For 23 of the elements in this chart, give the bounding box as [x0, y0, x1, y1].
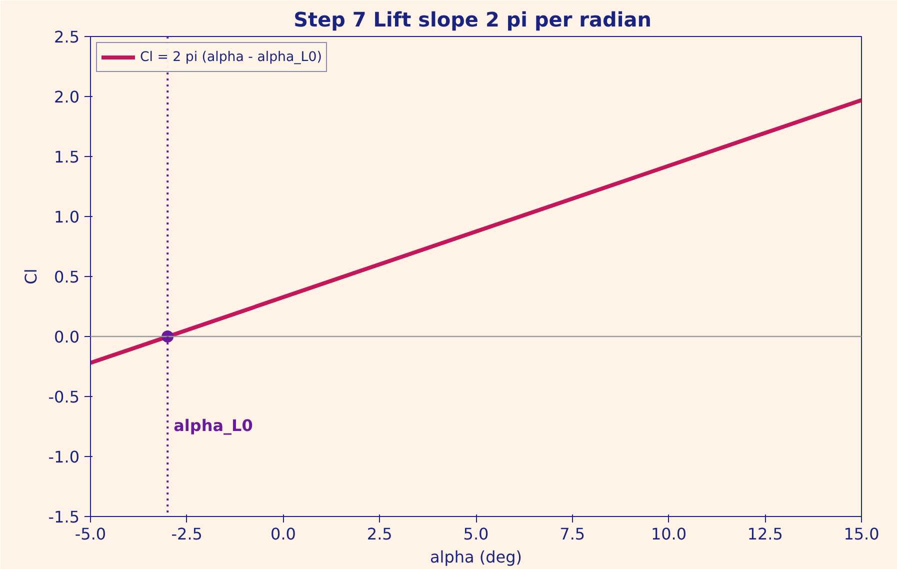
y-axis-title: Cl — [21, 268, 40, 284]
x-tick-label: 10.0 — [650, 524, 687, 544]
x-tick-label: 0.0 — [270, 524, 296, 544]
y-tick-label: -1.5 — [48, 508, 80, 526]
y-tick-label: -0.5 — [48, 388, 80, 406]
ref-line-label: alpha_L0 — [174, 416, 253, 435]
x-tick-label: 2.5 — [366, 524, 392, 544]
y-tick-label: 2.5 — [54, 28, 80, 46]
x-tick-label: -5.0 — [74, 524, 106, 544]
y-tick-label: 0.5 — [54, 268, 80, 286]
x-tick-label: 12.5 — [747, 524, 783, 544]
x-tick-label: -2.5 — [171, 524, 202, 544]
chart-title: Step 7 Lift slope 2 pi per radian — [294, 8, 652, 32]
x-tick-label: 5.0 — [463, 524, 489, 544]
y-tick-label: 0.0 — [54, 328, 80, 346]
x-axis-title: alpha (deg) — [430, 548, 522, 566]
x-tick-label: 7.5 — [560, 524, 586, 544]
y-tick-label: -1.0 — [48, 448, 80, 466]
y-tick-label: 1.5 — [54, 148, 80, 166]
y-tick-label: 2.0 — [54, 88, 80, 106]
x-tick-label: 15.0 — [844, 524, 880, 544]
legend-label: Cl = 2 pi (alpha - alpha_L0) — [140, 50, 322, 64]
y-tick-label: 1.0 — [54, 208, 80, 226]
